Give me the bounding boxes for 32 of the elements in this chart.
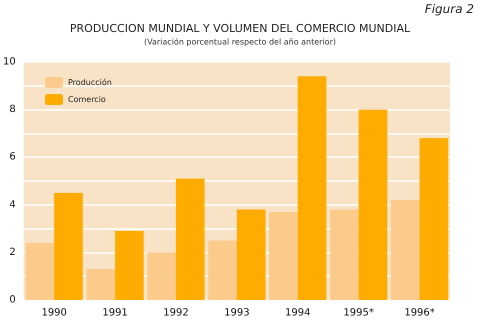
x-tick-label: 1991 [102,308,128,318]
bar [115,230,144,300]
y-tick-label: 2 [9,246,16,258]
y-tick-label: 10 [2,56,16,68]
bar [236,210,266,300]
bar [420,138,448,300]
text: Figura 2 [424,2,474,16]
bar [330,210,359,300]
bar [26,242,54,300]
chart-subtitle: (Variación porcentual respecto del año anterior) [144,38,336,46]
bar [208,240,237,300]
x-tick-label: 1996* [404,308,435,318]
legend-label: Comercio [68,95,106,104]
bar [86,269,116,300]
bar [176,178,205,300]
legend-label: Producción [68,78,112,87]
y-tick-label: 0 [9,294,16,306]
bar [358,110,388,300]
x-tick-label: 1994 [285,308,310,318]
bar [147,252,176,300]
bar [269,212,298,300]
y-tick-label: 8 [9,104,16,116]
x-tick-label: 1995* [343,308,374,318]
bar [390,200,420,300]
bar [298,76,326,300]
bar [54,192,83,300]
y-tick-label: 6 [9,152,16,163]
x-tick-label: 1993 [224,308,250,318]
chart-title: PRODUCCION MUNDIAL Y VOLUMEN DEL COMERCIO MUNDIAL [70,22,411,35]
y-tick-label: 4 [9,199,16,210]
x-tick-label: 1992 [163,308,189,318]
x-tick-label: 1990 [41,308,67,318]
